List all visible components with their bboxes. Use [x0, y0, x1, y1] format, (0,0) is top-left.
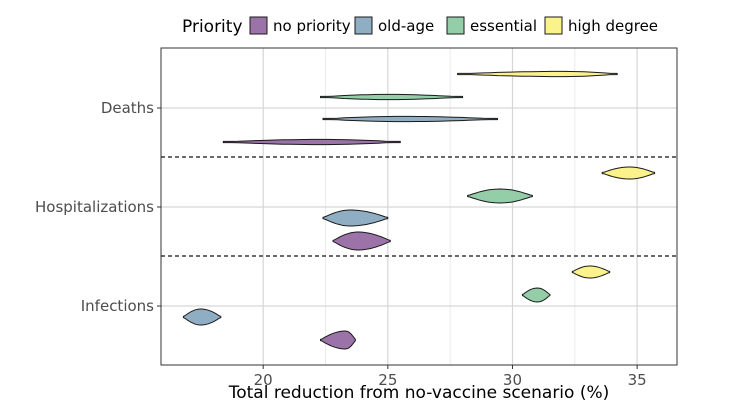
- legend-swatch: [354, 16, 373, 35]
- legend: Priority no priority old-age essential high…: [182, 16, 658, 37]
- legend-swatch: [446, 16, 465, 35]
- violin-old-age-hospitalizations: [322, 209, 389, 227]
- legend-label: essential: [470, 17, 537, 35]
- group-separators: [161, 156, 677, 257]
- violin-no-priority-infections: [320, 330, 356, 350]
- y-tick-label: Deaths: [101, 99, 154, 117]
- legend-title: Priority: [182, 17, 243, 37]
- x-tick-label: 25: [378, 371, 397, 389]
- y-tick-label: Infections: [81, 297, 154, 315]
- violin-no-priority-hospitalizations: [332, 231, 391, 251]
- y-tick-label: Hospitalizations: [35, 198, 154, 216]
- violin-old-age-deaths: [322, 115, 498, 123]
- legend-swatch: [249, 16, 268, 35]
- x-tick-label: 20: [254, 371, 273, 389]
- violin-no-priority-deaths: [222, 138, 401, 146]
- x-axis: 20 25 30 35: [254, 365, 647, 389]
- violin-essential-infections: [521, 287, 551, 303]
- grid: [161, 48, 677, 365]
- violins: [182, 70, 656, 350]
- legend-label: old-age: [378, 17, 434, 35]
- y-axis: Infections Hospitalizations Deaths: [35, 99, 161, 315]
- x-axis-title: Total reduction from no-vaccine scenario…: [228, 383, 610, 403]
- violin-essential-hospitalizations: [467, 188, 533, 204]
- violin-high-degree-infections: [571, 265, 611, 279]
- x-tick-label: 30: [503, 371, 522, 389]
- legend-swatch: [544, 16, 563, 35]
- violin-high-degree-deaths: [457, 70, 618, 78]
- violin-old-age-infections: [182, 308, 222, 326]
- violin-high-degree-hospitalizations: [601, 166, 656, 180]
- violin-essential-deaths: [320, 93, 464, 101]
- legend-label: high degree: [568, 17, 658, 35]
- legend-label: no priority: [273, 17, 351, 35]
- x-tick-label: 35: [628, 371, 647, 389]
